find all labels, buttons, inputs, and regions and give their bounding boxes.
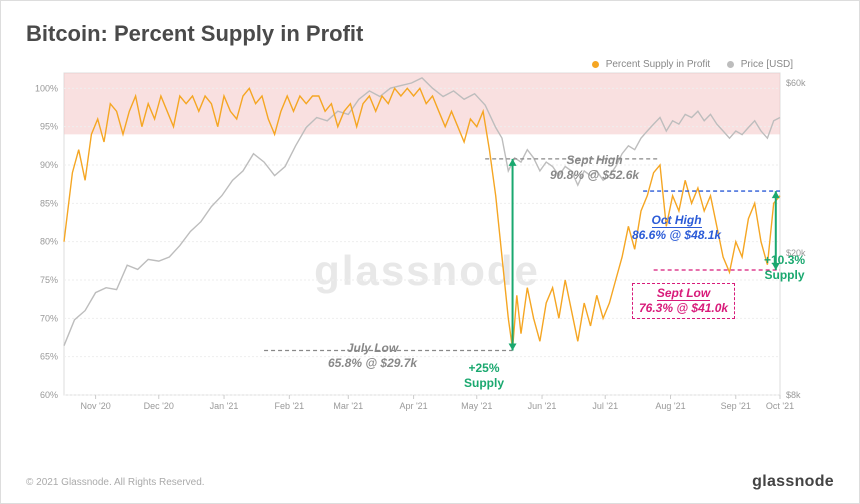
svg-text:Apr '21: Apr '21 [399, 401, 427, 411]
svg-text:75%: 75% [40, 275, 58, 285]
annot-value: 86.6% @ $48.1k [632, 228, 721, 242]
svg-text:Mar '21: Mar '21 [333, 401, 363, 411]
svg-text:Feb '21: Feb '21 [274, 401, 304, 411]
annot-value: 65.8% @ $29.7k [328, 356, 417, 370]
svg-text:Jun '21: Jun '21 [528, 401, 557, 411]
svg-text:95%: 95% [40, 122, 58, 132]
svg-text:May '21: May '21 [461, 401, 492, 411]
svg-text:70%: 70% [40, 313, 58, 323]
svg-text:Nov '20: Nov '20 [80, 401, 110, 411]
svg-text:Sep '21: Sep '21 [721, 401, 751, 411]
svg-text:Aug '21: Aug '21 [655, 401, 685, 411]
annot-value: 76.3% @ $41.0k [639, 301, 728, 315]
svg-text:Dec '20: Dec '20 [144, 401, 174, 411]
svg-text:$8k: $8k [786, 390, 801, 400]
annot-oct-high: Oct High 86.6% @ $48.1k [632, 213, 721, 243]
page-title: Bitcoin: Percent Supply in Profit [26, 21, 834, 47]
brand-logo: glassnode [752, 473, 834, 491]
svg-text:60%: 60% [40, 390, 58, 400]
annot-july-low: July Low 65.8% @ $29.7k [328, 341, 417, 371]
annot-title: Sept High [567, 153, 623, 167]
copyright: © 2021 Glassnode. All Rights Reserved. [26, 477, 205, 488]
chart-area: glassnode 60%65%70%75%80%85%90%95%100%$8… [30, 61, 824, 421]
svg-text:65%: 65% [40, 352, 58, 362]
annot-oct-supply: +10.3% Supply [764, 253, 805, 283]
annot-sept-high: Sept High 90.8% @ $52.6k [550, 153, 639, 183]
annot-title: July Low [347, 341, 398, 355]
svg-text:Oct '21: Oct '21 [766, 401, 794, 411]
svg-text:Jul '21: Jul '21 [592, 401, 618, 411]
annot-value: 90.8% @ $52.6k [550, 168, 639, 182]
svg-text:90%: 90% [40, 160, 58, 170]
annot-title: Oct High [652, 213, 702, 228]
svg-text:85%: 85% [40, 198, 58, 208]
svg-text:100%: 100% [35, 83, 58, 93]
svg-text:$60k: $60k [786, 78, 806, 88]
annot-title: Sept Low [657, 286, 710, 301]
svg-text:80%: 80% [40, 237, 58, 247]
footer: © 2021 Glassnode. All Rights Reserved. g… [26, 473, 834, 491]
annot-july-supply: +25% Supply [464, 361, 504, 391]
svg-text:Jan '21: Jan '21 [210, 401, 239, 411]
annot-sept-low: Sept Low 76.3% @ $41.0k [632, 283, 735, 319]
